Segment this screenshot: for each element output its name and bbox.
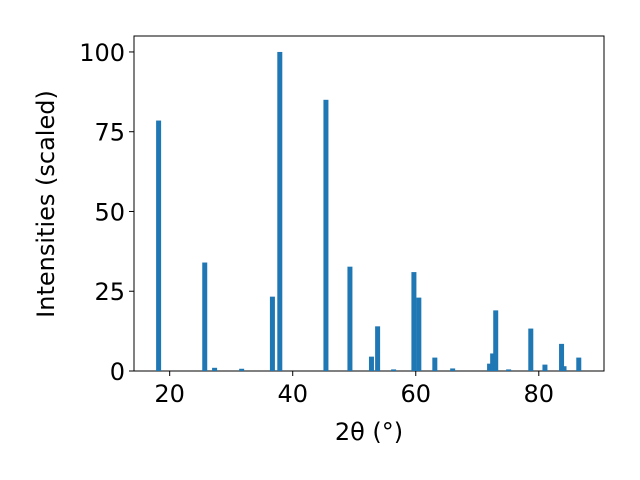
y-tick-label: 75 [94,119,125,147]
y-tick-label: 100 [79,39,125,67]
bar [347,266,353,371]
bar [416,297,422,371]
bar [156,120,162,371]
y-tick-label: 0 [110,358,125,386]
y-tick-label: 50 [94,198,125,226]
y-axis-label: Intensities (scaled) [32,90,60,318]
y-tick-label: 25 [94,278,125,306]
bar [432,357,438,371]
x-tick-label: 40 [277,380,308,408]
x-tick-label: 80 [524,380,555,408]
bar [368,356,374,371]
bar [323,99,329,372]
bar [559,343,565,371]
bar [375,326,381,371]
bar [493,310,499,371]
bar [239,368,245,371]
bar [450,368,456,371]
x-tick-label: 20 [154,380,185,408]
bar [506,369,512,371]
bar [487,363,493,371]
bar [561,366,567,371]
bar [269,296,275,371]
x-tick-label: 60 [400,380,431,408]
bar [490,353,496,371]
bar [277,51,283,371]
bar [576,357,582,371]
bar [391,369,397,371]
bar [212,367,218,371]
bar [202,262,208,371]
bar [528,328,534,371]
bar [542,364,548,371]
bar [411,272,417,371]
x-axis-label: 2θ (°) [335,418,403,446]
